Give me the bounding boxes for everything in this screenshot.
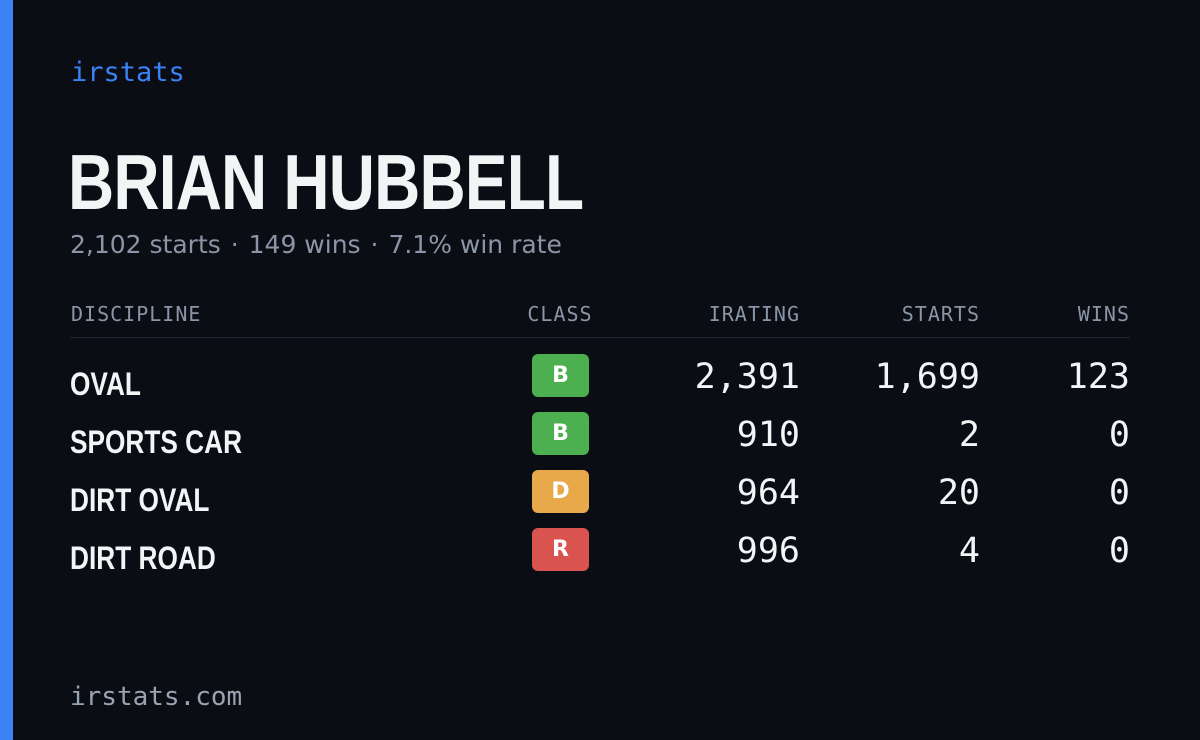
- discipline-name: OVAL: [70, 366, 141, 402]
- class-badge: R: [532, 528, 589, 571]
- table-row: DIRT OVAL D 964 20 0: [0, 470, 1200, 528]
- wins-value: 123: [1066, 357, 1130, 397]
- class-badge: B: [532, 412, 589, 455]
- summary-separator: ·: [230, 230, 239, 259]
- class-badge: B: [532, 354, 589, 397]
- header-irating: IRATING: [708, 302, 800, 326]
- table-row: DIRT ROAD R 996 4 0: [0, 528, 1200, 586]
- header-class: CLASS: [527, 302, 593, 326]
- irating-value: 996: [736, 531, 800, 571]
- discipline-name: DIRT OVAL: [70, 482, 210, 518]
- summary-win-rate: 7.1% win rate: [388, 230, 562, 259]
- summary-separator: ·: [370, 230, 379, 259]
- irating-value: 2,391: [694, 357, 800, 397]
- driver-name: BRIAN HUBBELL: [68, 138, 584, 226]
- driver-summary: 2,102 starts · 149 wins · 7.1% win rate: [70, 228, 562, 262]
- header-wins: WINS: [1077, 302, 1130, 326]
- wins-value: 0: [1108, 531, 1130, 571]
- header-divider: [70, 337, 1130, 338]
- discipline-name: SPORTS CAR: [70, 424, 243, 460]
- class-badge: D: [532, 470, 589, 513]
- wins-value: 0: [1108, 415, 1130, 455]
- header-discipline: DISCIPLINE: [71, 302, 202, 326]
- table-row: SPORTS CAR B 910 2 0: [0, 412, 1200, 470]
- summary-starts: 2,102 starts: [70, 230, 221, 259]
- header-starts: STARTS: [901, 302, 980, 326]
- irating-value: 964: [736, 473, 800, 513]
- summary-wins: 149 wins: [248, 230, 361, 259]
- accent-bar: [0, 0, 13, 740]
- irating-value: 910: [736, 415, 800, 455]
- table-row: OVAL B 2,391 1,699 123: [0, 354, 1200, 412]
- starts-value: 4: [958, 531, 980, 571]
- starts-value: 2: [958, 415, 980, 455]
- discipline-name: DIRT ROAD: [70, 540, 216, 576]
- footer-domain: irstats.com: [70, 682, 243, 712]
- brand-logo-text: irstats: [71, 57, 185, 88]
- starts-value: 1,699: [874, 357, 980, 397]
- wins-value: 0: [1108, 473, 1130, 513]
- starts-value: 20: [937, 473, 980, 513]
